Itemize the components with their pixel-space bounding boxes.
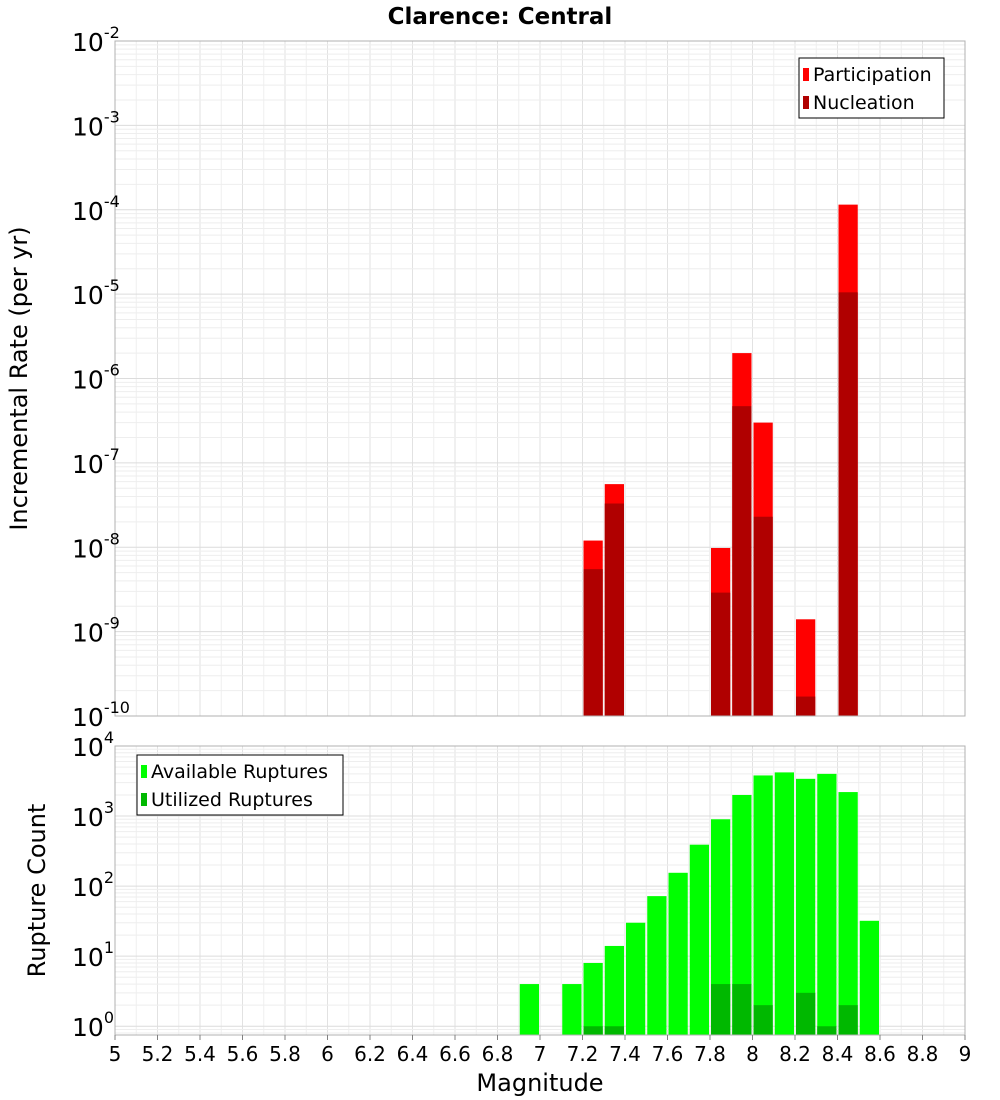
x-tick-label: 7.8 (694, 1042, 726, 1066)
available-ruptures-bar (732, 794, 752, 1035)
y-tick-label: 100 (72, 1008, 114, 1042)
utilized-ruptures-bar (711, 984, 731, 1035)
legend-box (136, 754, 344, 816)
available-ruptures-bar (668, 872, 688, 1035)
legend: Participation Nucleation (798, 57, 945, 119)
available-ruptures-bar (604, 945, 624, 1035)
utilized-ruptures-bar (604, 1026, 624, 1035)
available-ruptures-bar (796, 778, 816, 1035)
nucleation-bar (753, 516, 773, 716)
chart-title: Clarence: Central (388, 4, 613, 30)
y-tick-label: 10-5 (72, 276, 120, 310)
x-axis-label: Magnitude (476, 1069, 603, 1097)
nucleation-bar (583, 569, 603, 716)
y-axis-label: Incremental Rate (per yr) (5, 226, 33, 530)
x-tick-label: 9 (959, 1042, 972, 1066)
legend-label: Nucleation (813, 92, 915, 114)
utilized-ruptures-bar (838, 1005, 858, 1035)
y-tick-label: 10-4 (72, 192, 120, 226)
available-ruptures-bar (774, 772, 794, 1035)
y-tick-label: 101 (72, 938, 114, 972)
x-tick-label: 8.6 (864, 1042, 896, 1066)
x-tick-label: 8.2 (779, 1042, 811, 1066)
legend-label: Participation (813, 64, 932, 86)
available-ruptures-bar (753, 775, 773, 1035)
nucleation-bar (604, 503, 624, 716)
y-tick-label: 10-8 (72, 529, 120, 563)
x-tick-label: 6.4 (397, 1042, 429, 1066)
available-ruptures-bar (562, 984, 582, 1035)
utilized-ruptures-bar (753, 1005, 773, 1035)
participation-bar (796, 619, 816, 716)
y-tick-label: 103 (72, 798, 114, 832)
legend-label: Utilized Ruptures (151, 789, 313, 811)
x-tick-label: 7.4 (609, 1042, 641, 1066)
y-tick-label: 104 (72, 728, 114, 762)
legend-swatch (141, 765, 147, 778)
nucleation-bar (711, 592, 731, 716)
chart-panel-2: 100 101 102 103 104 Rupture Count 5 5.2 5.4 5.6 5.… (23, 728, 971, 1097)
x-tick-label: 5.2 (142, 1042, 174, 1066)
x-tick-label: 8.4 (822, 1042, 854, 1066)
x-tick-label: 6.8 (482, 1042, 514, 1066)
nucleation-bar (838, 292, 858, 716)
available-ruptures-bar (838, 792, 858, 1035)
x-tick-label: 5 (109, 1042, 122, 1066)
legend-swatch (803, 68, 809, 81)
plot-frame (114, 40, 966, 717)
x-tick-label: 7.6 (652, 1042, 684, 1066)
legend: Available Ruptures Utilized Ruptures (136, 754, 344, 816)
legend-swatch (803, 96, 809, 109)
available-ruptures-bar (859, 920, 879, 1035)
y-tick-label: 10-7 (72, 445, 120, 479)
utilized-ruptures-bar (796, 992, 816, 1035)
available-ruptures-bar (583, 962, 603, 1035)
y-tick-label: 102 (72, 868, 114, 902)
nucleation-bar (796, 696, 816, 716)
x-tick-label: 7.2 (567, 1042, 599, 1066)
legend-label: Available Ruptures (151, 761, 328, 783)
available-ruptures-bar (647, 896, 667, 1035)
y-axis-label: Rupture Count (23, 804, 51, 978)
available-ruptures-bar (817, 773, 837, 1035)
y-tick-label: 10-6 (72, 361, 120, 395)
chart-panel-1: 10-10 10-9 10-8 10-7 10-6 10-5 10-4 10-3 10-2 Inc… (5, 23, 966, 732)
legend-swatch (141, 793, 147, 806)
available-ruptures-bar (519, 984, 539, 1035)
legend-box (798, 57, 945, 119)
x-tick-label: 8 (746, 1042, 759, 1066)
available-ruptures-bar (711, 819, 731, 1035)
utilized-ruptures-bar (817, 1026, 837, 1035)
nucleation-bar (732, 406, 752, 716)
x-tick-label: 8.8 (907, 1042, 939, 1066)
x-tick-label: 6 (321, 1042, 334, 1066)
x-tick-label: 6.6 (439, 1042, 471, 1066)
x-tick-label: 7 (534, 1042, 547, 1066)
y-tick-label: 10-10 (72, 698, 130, 732)
y-tick-label: 10-9 (72, 614, 120, 648)
x-tick-label: 5.8 (269, 1042, 301, 1066)
utilized-ruptures-bar (583, 1026, 603, 1035)
y-tick-label: 10-3 (72, 107, 120, 141)
available-ruptures-bar (689, 844, 709, 1035)
x-tick-label: 5.6 (227, 1042, 259, 1066)
x-tick-label: 6.2 (354, 1042, 386, 1066)
y-tick-label: 10-2 (72, 23, 120, 57)
x-tick-label: 5.4 (184, 1042, 216, 1066)
utilized-ruptures-bar (732, 984, 752, 1035)
available-ruptures-bar (626, 922, 646, 1035)
